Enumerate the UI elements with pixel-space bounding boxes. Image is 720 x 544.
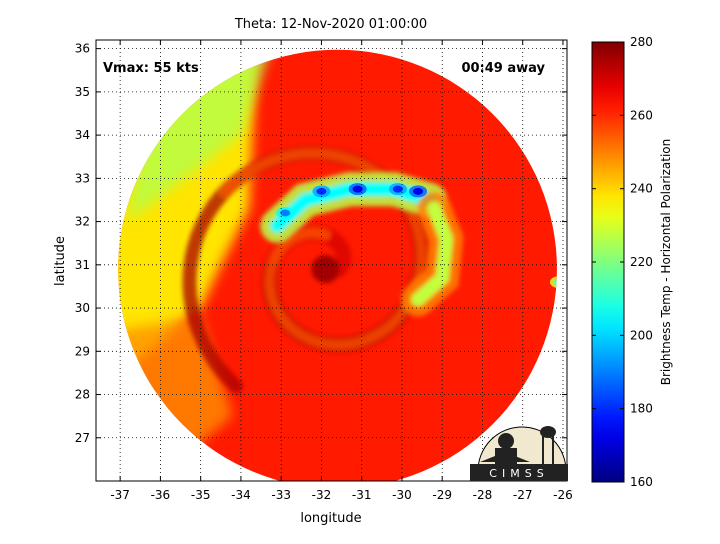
grid-lines [96, 40, 567, 481]
y-tick-label: 29 [75, 344, 90, 358]
cold-spot [352, 185, 363, 193]
cimss-logo: CIMSS [470, 426, 568, 481]
cold-spot [316, 187, 327, 195]
x-tick-label: -32 [312, 488, 332, 502]
logo-dish [498, 433, 514, 449]
x-tick-label: -31 [352, 488, 372, 502]
time-away-annotation: 00:49 away [461, 61, 545, 76]
logo-tower-leg-right [552, 436, 554, 464]
x-tick-label: -37 [110, 488, 130, 502]
chart-title: Theta: 12-Nov-2020 01:00:00 [234, 17, 427, 32]
x-tick-label: -34 [231, 488, 251, 502]
colorbar-tick-label: 180 [630, 402, 653, 416]
x-axis: -37 -36 -35 -34 -33 -32 -31 -30 -29 -28 -27 -26 [110, 40, 573, 502]
cold-spot [280, 209, 291, 217]
x-tick-label: -33 [271, 488, 291, 502]
y-tick-label: 35 [75, 85, 90, 99]
y-tick-label: 30 [75, 301, 90, 315]
colorbar-ticks: 160 180 200 220 240 260 280 [592, 35, 653, 489]
x-tick-label: -27 [513, 488, 533, 502]
cold-spot [392, 185, 403, 193]
y-tick-label: 27 [75, 431, 90, 445]
y-tick-label: 36 [75, 42, 90, 56]
cold-spots [276, 183, 557, 289]
colorbar-label: Brightness Temp - Horizontal Polarizatio… [659, 139, 673, 386]
logo-banner [470, 464, 568, 481]
logo-text: CIMSS [489, 467, 548, 480]
cold-spot-halo [549, 276, 557, 289]
y-tick-label: 28 [75, 388, 90, 402]
y-tick-label: 31 [75, 258, 90, 272]
y-tick-label: 33 [75, 171, 90, 185]
x-tick-label: -36 [151, 488, 171, 502]
colorbar-tick-label: 220 [630, 255, 653, 269]
cold-spot [413, 187, 424, 195]
x-tick-label: -26 [553, 488, 573, 502]
y-axis-label: latitude [53, 236, 68, 286]
microwave-swath [118, 49, 557, 481]
logo-roof [480, 452, 530, 462]
x-tick-label: -29 [432, 488, 452, 502]
rain-band [411, 201, 454, 307]
storm-eye [311, 255, 340, 284]
spiral-arm [219, 147, 427, 351]
logo-tower-tank [540, 426, 556, 438]
colorbar-tick-label: 240 [630, 182, 653, 196]
colorbar [591, 41, 625, 483]
y-tick-label: 32 [75, 215, 90, 229]
northwest-green-region [128, 49, 274, 222]
y-axis: 27 28 29 30 31 32 33 34 35 36 [75, 42, 567, 445]
colorbar-tick-label: 280 [630, 35, 653, 49]
logo-tower-leg-left [542, 436, 544, 464]
axes-frame [95, 39, 568, 482]
colorbar-tick-label: 160 [630, 475, 653, 489]
x-tick-label: -30 [392, 488, 412, 502]
y-tick-label: 34 [75, 128, 90, 142]
plot-area [96, 40, 567, 481]
x-axis-label: longitude [300, 511, 361, 526]
x-tick-label: -28 [473, 488, 493, 502]
colorbar-tick-label: 260 [630, 108, 653, 122]
x-tick-label: -35 [191, 488, 211, 502]
vmax-annotation: Vmax: 55 kts [103, 61, 199, 76]
colorbar-tick-label: 200 [630, 328, 653, 342]
